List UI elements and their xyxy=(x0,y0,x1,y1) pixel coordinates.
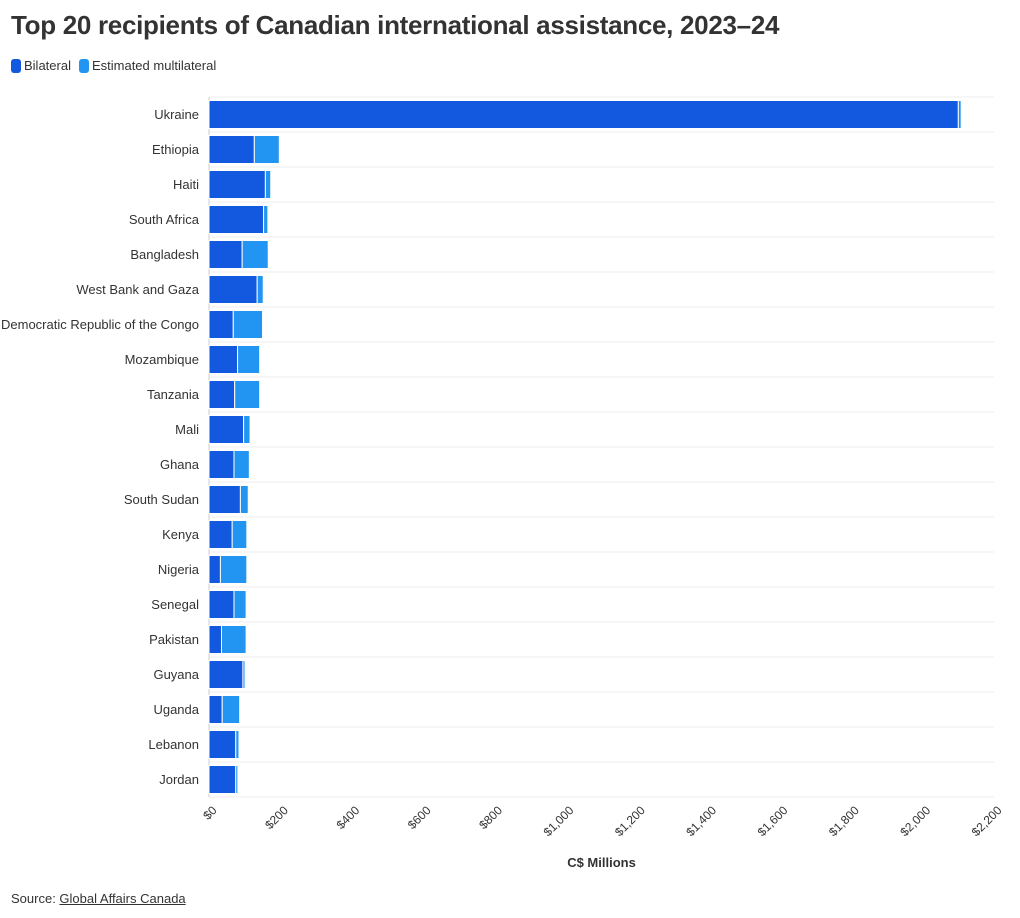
legend-label-bilateral: Bilateral xyxy=(24,58,71,73)
bar-multilateral[interactable] xyxy=(256,275,264,304)
x-tick-label: $2,000 xyxy=(897,803,933,839)
x-tick-label: $400 xyxy=(334,803,363,832)
bar-bilateral[interactable] xyxy=(208,310,234,339)
x-tick-label: $1,800 xyxy=(826,803,862,839)
category-label: Ethiopia xyxy=(152,142,200,157)
category-label: Kenya xyxy=(162,527,200,542)
bar-multilateral[interactable] xyxy=(233,450,250,479)
bar-multilateral[interactable] xyxy=(235,765,239,794)
x-axis-title: C$ Millions xyxy=(567,855,636,870)
legend-item-multilateral[interactable]: Estimated multilateral xyxy=(78,58,217,73)
source-link[interactable]: Global Affairs Canada xyxy=(59,891,186,906)
x-tick-label: $600 xyxy=(405,803,434,832)
legend: Bilateral Estimated multilateral xyxy=(11,58,224,73)
x-tick-label: $1,000 xyxy=(541,803,577,839)
category-label: Mali xyxy=(175,422,199,437)
x-tick-label: $1,600 xyxy=(755,803,791,839)
legend-label-multilateral: Estimated multilateral xyxy=(91,58,217,73)
bar-multilateral[interactable] xyxy=(253,135,280,164)
category-label: Jordan xyxy=(159,772,199,787)
x-tick-label: $200 xyxy=(262,803,291,832)
bar-bilateral[interactable] xyxy=(208,520,233,549)
category-label: Tanzania xyxy=(147,387,200,402)
bar-bilateral[interactable] xyxy=(208,205,265,234)
category-label: West Bank and Gaza xyxy=(76,282,199,297)
legend-swatch-multilateral xyxy=(78,58,89,73)
bar-multilateral[interactable] xyxy=(231,520,248,549)
source-prefix: Source: xyxy=(11,891,60,906)
bar-bilateral[interactable] xyxy=(208,555,221,584)
category-label: Ghana xyxy=(160,457,200,472)
category-label: Guyana xyxy=(153,667,199,682)
bar-multilateral[interactable] xyxy=(219,555,248,584)
x-tick-label: $800 xyxy=(476,803,505,832)
bar-multilateral[interactable] xyxy=(235,730,240,759)
bar-bilateral[interactable] xyxy=(208,730,237,759)
category-label: Bangladesh xyxy=(130,247,199,262)
bar-bilateral[interactable] xyxy=(208,100,959,129)
bar-bilateral[interactable] xyxy=(208,590,235,619)
x-tick-label: $1,200 xyxy=(612,803,648,839)
bar-multilateral[interactable] xyxy=(233,590,247,619)
bar-multilateral[interactable] xyxy=(241,240,269,269)
x-tick-label: $1,400 xyxy=(683,803,719,839)
bar-chart: Ukraine Ethiopia Haiti South Africa Banglade… xyxy=(1,96,1005,870)
x-tick-label: $0 xyxy=(200,803,220,823)
category-label: Haiti xyxy=(173,177,199,192)
bar-multilateral[interactable] xyxy=(242,660,246,689)
bar-bilateral[interactable] xyxy=(208,625,222,654)
bar-bilateral[interactable] xyxy=(208,135,255,164)
legend-swatch-bilateral xyxy=(11,58,21,73)
bar-multilateral[interactable] xyxy=(234,380,261,409)
bar-multilateral[interactable] xyxy=(239,485,249,514)
bar-bilateral[interactable] xyxy=(208,765,237,794)
bar-bilateral[interactable] xyxy=(208,415,245,444)
bar-bilateral[interactable] xyxy=(208,380,236,409)
category-label: Pakistan xyxy=(149,632,199,647)
bar-multilateral[interactable] xyxy=(243,415,251,444)
category-label: Democratic Republic of the Congo xyxy=(1,317,199,332)
bar-multilateral[interactable] xyxy=(957,100,962,129)
bar-bilateral[interactable] xyxy=(208,660,244,689)
bar-multilateral[interactable] xyxy=(237,345,261,374)
category-label: Uganda xyxy=(153,702,199,717)
category-label: South Sudan xyxy=(124,492,199,507)
bar-bilateral[interactable] xyxy=(208,695,223,724)
bar-bilateral[interactable] xyxy=(208,240,243,269)
source-note: Source: Global Affairs Canada xyxy=(11,891,186,906)
bar-bilateral[interactable] xyxy=(208,450,235,479)
category-label: Lebanon xyxy=(148,737,199,752)
bar-multilateral[interactable] xyxy=(264,170,272,199)
category-label: Nigeria xyxy=(158,562,200,577)
bar-bilateral[interactable] xyxy=(208,345,239,374)
bar-multilateral[interactable] xyxy=(221,695,241,724)
x-tick-label: $2,200 xyxy=(969,803,1005,839)
bar-multilateral[interactable] xyxy=(232,310,264,339)
category-label: South Africa xyxy=(129,212,200,227)
bar-multilateral[interactable] xyxy=(220,625,247,654)
category-label: Ukraine xyxy=(154,107,199,122)
bar-bilateral[interactable] xyxy=(208,275,258,304)
chart-title: Top 20 recipients of Canadian internatio… xyxy=(11,10,780,40)
bar-multilateral[interactable] xyxy=(263,205,269,234)
legend-item-bilateral[interactable]: Bilateral xyxy=(11,58,71,73)
category-label: Senegal xyxy=(151,597,199,612)
bar-bilateral[interactable] xyxy=(208,485,241,514)
category-label: Mozambique xyxy=(125,352,199,367)
bar-bilateral[interactable] xyxy=(208,170,266,199)
